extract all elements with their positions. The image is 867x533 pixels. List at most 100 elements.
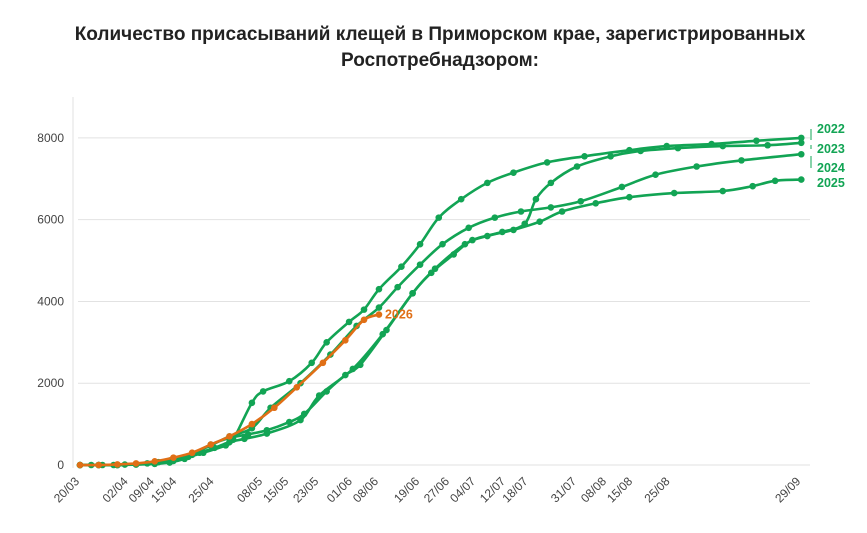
- data-point-2026: [248, 420, 256, 428]
- data-point-2023: [797, 139, 805, 147]
- data-point-2025: [626, 193, 633, 201]
- x-tick-label: 25/04: [186, 474, 217, 505]
- x-tick-label: 08/05: [234, 474, 265, 505]
- data-point-2022: [323, 339, 330, 346]
- x-tick-label: 15/08: [604, 474, 635, 505]
- x-tick-label: 25/08: [641, 474, 672, 505]
- data-point-2022: [398, 263, 405, 270]
- data-point-2026: [293, 384, 301, 391]
- data-point-2025: [323, 388, 330, 395]
- x-tick-label: 04/07: [447, 474, 478, 505]
- data-point-2024: [693, 163, 700, 170]
- y-tick-label: 2000: [37, 376, 64, 390]
- series-line-2026: [78, 313, 381, 467]
- data-point-2026: [170, 454, 177, 461]
- data-point-2022: [457, 195, 465, 203]
- data-point-2026: [132, 460, 140, 467]
- series-label-2026: 2026: [385, 308, 413, 322]
- data-point-2022: [345, 318, 353, 326]
- data-point-2024: [394, 283, 401, 291]
- data-point-2025: [461, 240, 469, 248]
- data-point-2023: [241, 435, 248, 443]
- data-point-2025: [285, 418, 293, 426]
- x-tick-label: 02/04: [100, 474, 131, 505]
- data-point-2024: [547, 204, 555, 211]
- series-label-2024: 2024: [817, 161, 845, 175]
- x-tick-label: 29/09: [772, 474, 803, 505]
- data-point-2025: [670, 189, 678, 197]
- x-tick-label: 15/05: [260, 474, 291, 505]
- data-point-2024: [738, 157, 745, 164]
- y-tick-label: 8000: [37, 131, 64, 145]
- data-point-2026: [226, 433, 233, 440]
- x-tick-label: 20/03: [51, 474, 82, 505]
- data-point-2023: [607, 152, 614, 160]
- data-point-2024: [652, 171, 659, 178]
- x-tick-label: 15/04: [148, 474, 179, 505]
- data-point-2026: [207, 441, 215, 448]
- data-point-2024: [797, 150, 805, 158]
- data-point-2022: [248, 399, 256, 407]
- data-point-2025: [356, 361, 364, 369]
- x-tick-label: 01/06: [324, 474, 355, 505]
- data-point-2022: [416, 240, 424, 248]
- data-point-2025: [383, 326, 390, 334]
- data-point-2022: [375, 285, 383, 293]
- data-point-2025: [409, 289, 416, 297]
- x-tick-label: 18/07: [499, 474, 530, 505]
- series-label-2023: 2023: [817, 142, 845, 156]
- y-tick-label: 4000: [37, 294, 64, 308]
- y-tick-label: 6000: [37, 213, 64, 227]
- data-point-2026: [271, 404, 278, 412]
- x-tick-label: 19/06: [391, 474, 422, 505]
- data-point-2023: [547, 179, 555, 187]
- data-point-2025: [263, 426, 271, 434]
- data-point-2025: [558, 208, 566, 215]
- data-point-2026: [95, 461, 102, 469]
- data-point-2025: [484, 232, 491, 240]
- data-point-2025: [342, 371, 349, 379]
- data-point-2026: [151, 458, 159, 465]
- data-point-2022: [753, 137, 760, 145]
- data-point-2026: [76, 461, 84, 469]
- data-point-2025: [797, 176, 805, 183]
- x-tick-label: 31/07: [548, 474, 579, 505]
- data-point-2025: [244, 431, 252, 438]
- chart-title-line-1: Количество присасываний клещей в Приморс…: [74, 24, 806, 45]
- data-point-2026: [114, 461, 121, 468]
- data-point-2025: [771, 177, 779, 185]
- data-point-2026: [342, 336, 349, 344]
- data-point-2025: [536, 218, 543, 226]
- data-point-2026: [375, 311, 383, 318]
- data-point-2022: [259, 388, 267, 395]
- data-point-2024: [577, 197, 585, 205]
- series-line-2024: [78, 152, 803, 467]
- data-point-2025: [510, 226, 517, 234]
- x-tick-label: 08/06: [350, 474, 381, 505]
- data-point-2023: [637, 147, 644, 155]
- data-point-2022: [285, 377, 293, 385]
- data-point-2022: [484, 179, 491, 187]
- data-point-2024: [465, 224, 472, 232]
- chart-title-line-2: Роспотребнадзором:: [341, 50, 539, 71]
- y-tick-label: 0: [57, 458, 64, 472]
- data-point-2025: [592, 200, 600, 207]
- data-point-2025: [719, 187, 727, 195]
- data-point-2025: [749, 182, 756, 190]
- data-point-2023: [674, 144, 682, 152]
- data-point-2024: [517, 208, 525, 215]
- data-point-2026: [360, 316, 368, 324]
- data-point-2025: [300, 410, 308, 418]
- data-point-2022: [435, 214, 443, 221]
- data-point-2023: [764, 141, 771, 149]
- data-point-2023: [573, 163, 581, 170]
- data-point-2024: [491, 214, 499, 221]
- data-point-2022: [797, 134, 805, 142]
- data-point-2026: [188, 449, 196, 457]
- chart-title: Количество присасываний клещей в Приморс…: [40, 22, 840, 74]
- data-point-2022: [543, 159, 551, 166]
- x-tick-label: 08/08: [578, 474, 609, 505]
- data-point-2022: [308, 359, 316, 367]
